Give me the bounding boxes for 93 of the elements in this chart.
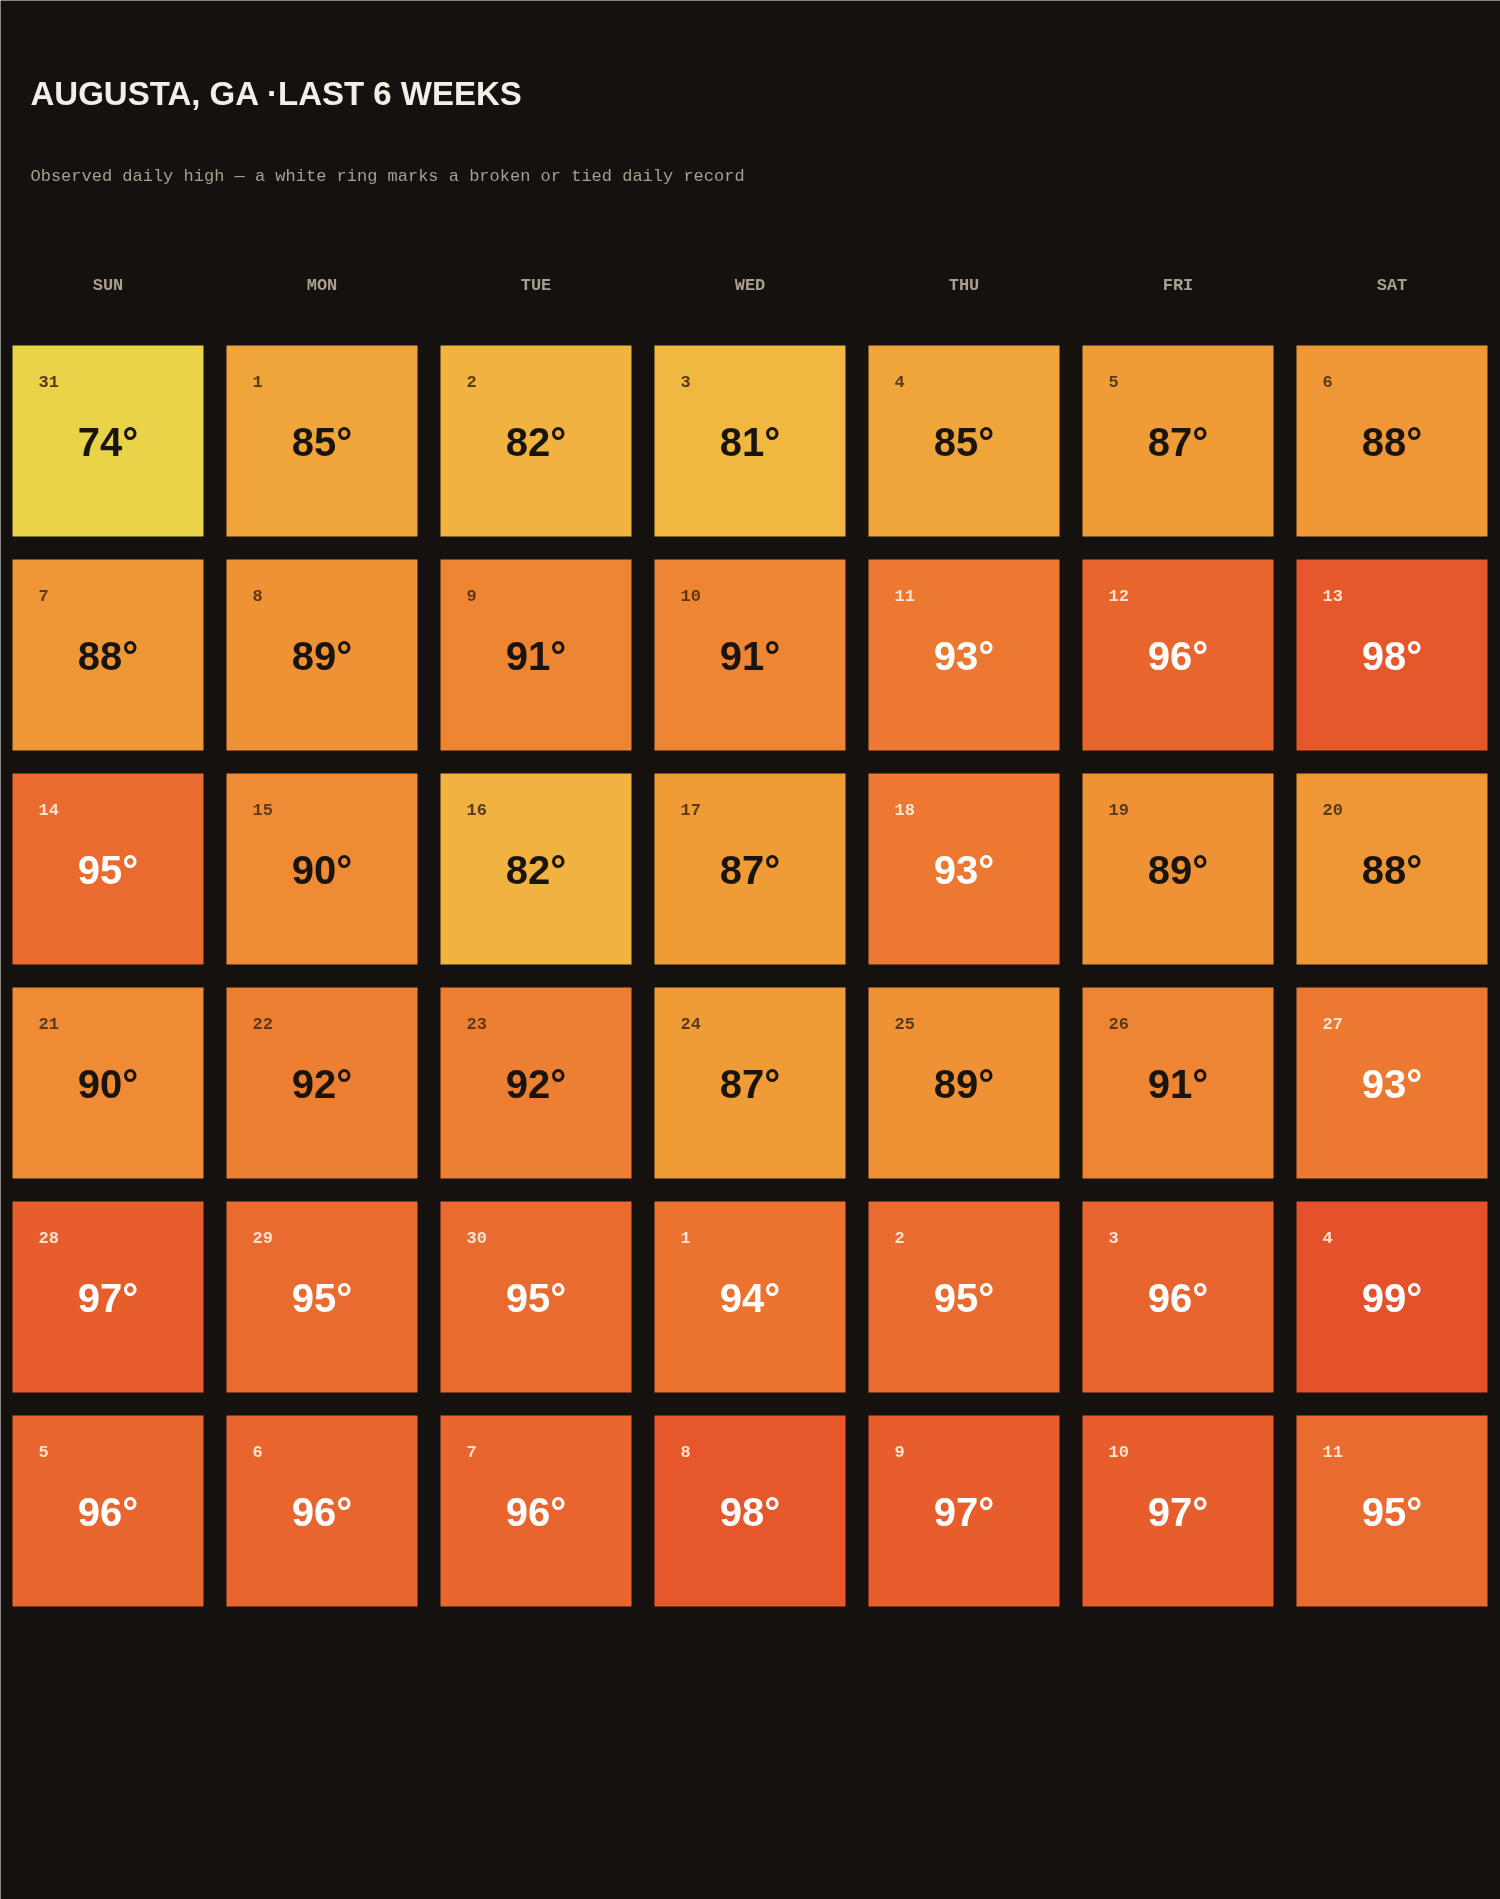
data-label: 81° <box>719 419 781 464</box>
data-label: 97° <box>933 1489 995 1534</box>
data-label: 92° <box>505 1061 567 1106</box>
data-label: 91° <box>1147 1061 1209 1106</box>
annotation: 7 <box>466 1443 477 1462</box>
annotation: 2 <box>894 1229 905 1248</box>
annotation: 25 <box>894 1015 915 1034</box>
annotation: 4 <box>1322 1229 1333 1248</box>
data-label: 96° <box>505 1489 567 1534</box>
annotation: 29 <box>252 1229 273 1248</box>
x-tick-label: SAT <box>1376 276 1408 295</box>
data-label: 96° <box>1147 1275 1209 1320</box>
annotation: 5 <box>1108 373 1119 392</box>
data-label: 88° <box>1361 847 1423 892</box>
annotation: 8 <box>680 1443 691 1462</box>
annotation: 21 <box>38 1015 59 1034</box>
annotation: 7 <box>38 587 49 606</box>
data-label: 87° <box>719 847 781 892</box>
annotation: 14 <box>38 801 59 820</box>
data-label: 99° <box>1361 1275 1423 1320</box>
annotation: 2 <box>466 373 477 392</box>
data-label: 82° <box>505 419 567 464</box>
data-label: 88° <box>77 633 139 678</box>
annotation: 20 <box>1322 801 1343 820</box>
x-tick-label: THU <box>948 276 980 295</box>
data-label: 97° <box>77 1275 139 1320</box>
annotation: 18 <box>894 801 915 820</box>
annotation: 22 <box>252 1015 273 1034</box>
annotation: 3 <box>1108 1229 1119 1248</box>
annotation: 16 <box>466 801 487 820</box>
annotation: 30 <box>466 1229 487 1248</box>
data-label: 88° <box>1361 419 1423 464</box>
data-label: 89° <box>291 633 353 678</box>
annotation: 3 <box>680 373 691 392</box>
data-label: 98° <box>1361 633 1423 678</box>
annotation: 27 <box>1322 1015 1343 1034</box>
data-label: 85° <box>291 419 353 464</box>
data-label: 95° <box>933 1275 995 1320</box>
data-label: 93° <box>933 633 995 678</box>
annotation: 5 <box>38 1443 49 1462</box>
annotation: 6 <box>1322 373 1333 392</box>
data-label: 96° <box>77 1489 139 1534</box>
data-label: 96° <box>1147 633 1209 678</box>
data-label: 95° <box>291 1275 353 1320</box>
annotation: 1 <box>680 1229 691 1248</box>
annotation: 26 <box>1108 1015 1129 1034</box>
x-tick-label: MON <box>306 276 338 295</box>
annotation: 10 <box>1108 1443 1129 1462</box>
data-label: 89° <box>1147 847 1209 892</box>
data-label: 96° <box>291 1489 353 1534</box>
data-label: 91° <box>505 633 567 678</box>
annotation: 15 <box>252 801 273 820</box>
annotation: 23 <box>466 1015 487 1034</box>
x-tick-label: FRI <box>1162 276 1194 295</box>
data-label: 95° <box>505 1275 567 1320</box>
data-label: 95° <box>77 847 139 892</box>
data-label: 90° <box>77 1061 139 1106</box>
annotation: 11 <box>894 587 915 606</box>
annotation: 4 <box>894 373 905 392</box>
annotation: 12 <box>1108 587 1129 606</box>
x-tick-label: WED <box>734 276 766 295</box>
annotation: 17 <box>680 801 701 820</box>
x-tick-label: SUN <box>92 276 124 295</box>
annotation: 31 <box>38 373 59 392</box>
annotation: 19 <box>1108 801 1129 820</box>
annotation: 8 <box>252 587 263 606</box>
data-label: 74° <box>77 419 139 464</box>
data-label: 87° <box>719 1061 781 1106</box>
data-label: 82° <box>505 847 567 892</box>
data-label: 98° <box>719 1489 781 1534</box>
data-label: 93° <box>1361 1061 1423 1106</box>
data-label: 91° <box>719 633 781 678</box>
annotation: 13 <box>1322 587 1343 606</box>
annotation: 24 <box>680 1015 701 1034</box>
data-label: 90° <box>291 847 353 892</box>
data-label: 92° <box>291 1061 353 1106</box>
data-label: 95° <box>1361 1489 1423 1534</box>
chart-title: AUGUSTA, GA ·LAST 6 WEEKS <box>30 75 522 112</box>
chart-subtitle: Observed daily high — a white ring marks a broken or tied daily record <box>30 167 745 186</box>
annotation: 1 <box>252 373 263 392</box>
data-label: 85° <box>933 419 995 464</box>
x-tick-label: TUE <box>520 276 552 295</box>
annotation: 9 <box>466 587 477 606</box>
data-label: 97° <box>1147 1489 1209 1534</box>
annotation: 10 <box>680 587 701 606</box>
data-label: 89° <box>933 1061 995 1106</box>
annotation: 6 <box>252 1443 263 1462</box>
annotation: 9 <box>894 1443 905 1462</box>
data-label: 94° <box>719 1275 781 1320</box>
data-label: 87° <box>1147 419 1209 464</box>
annotation: 28 <box>38 1229 59 1248</box>
data-label: 93° <box>933 847 995 892</box>
annotation: 11 <box>1322 1443 1343 1462</box>
